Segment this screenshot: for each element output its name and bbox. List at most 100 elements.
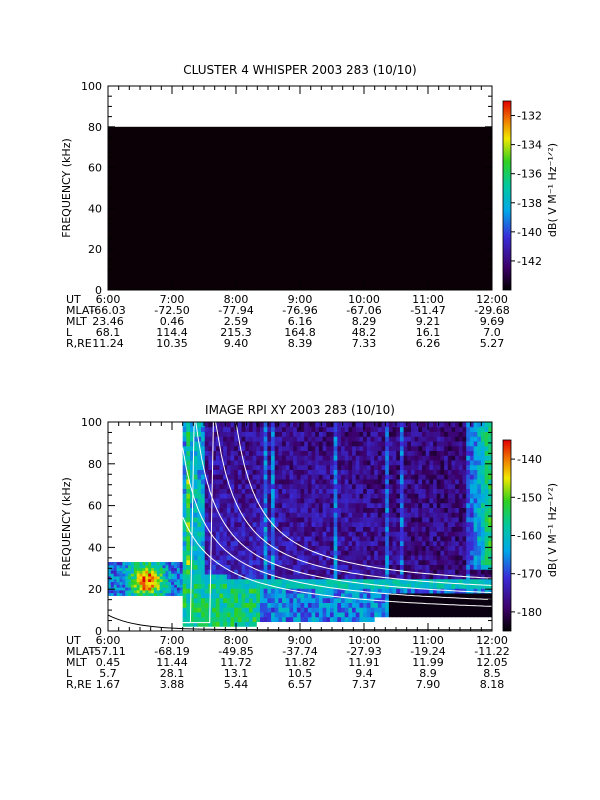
- spectrogram-cell: [348, 569, 353, 575]
- spectrogram-cell: [488, 540, 492, 546]
- spectrogram-cell: [418, 545, 423, 551]
- spectrogram-cell: [344, 502, 349, 508]
- spectrogram-cell: [377, 507, 383, 513]
- spectrogram-cell: [341, 469, 346, 475]
- spectrogram-cell: [370, 441, 375, 447]
- spectrogram-cell: [392, 602, 397, 608]
- spectrogram-cell: [168, 573, 172, 577]
- spectrogram-cell: [234, 607, 239, 613]
- spectrogram-cell: [425, 550, 430, 556]
- spectrogram-cell: [171, 584, 175, 588]
- spectrogram-cell: [260, 602, 265, 608]
- spectrogram-cell: [182, 426, 187, 432]
- spectrogram-cell: [385, 469, 390, 475]
- spectrogram-cell: [315, 531, 320, 537]
- spectrogram-cell: [418, 588, 423, 594]
- spectrogram-cell: [363, 540, 368, 546]
- spectrogram-cell: [396, 479, 401, 485]
- spectrogram-cell: [289, 555, 294, 561]
- spectrogram-cell: [407, 483, 412, 489]
- spectrogram-cell: [444, 507, 449, 513]
- spectrogram-cell: [260, 512, 265, 518]
- orbit-row-label: MLT: [66, 656, 87, 669]
- orbit-value: 11.44: [156, 656, 188, 669]
- spectrogram-cell: [447, 583, 452, 589]
- spectrogram-cell: [215, 460, 220, 466]
- spectrogram-cell: [108, 575, 112, 580]
- spectrogram-cell: [462, 550, 467, 556]
- spectrogram-cell: [256, 569, 261, 575]
- spectrogram-cell: [113, 581, 118, 585]
- spectrogram-cell: [326, 493, 331, 499]
- spectrogram-cell: [440, 441, 445, 447]
- spectrogram-cell: [355, 450, 360, 456]
- colorbar-tick-label: -140: [517, 226, 542, 239]
- spectrogram-cell: [307, 517, 313, 523]
- spectrogram-cell: [159, 578, 164, 583]
- spectrogram-cell: [407, 426, 412, 432]
- spectrogram-cell: [315, 521, 320, 527]
- spectrogram-cell: [201, 607, 206, 613]
- spectrogram-cell: [300, 607, 305, 613]
- spectrogram-cell: [165, 567, 169, 571]
- spectrogram-cell: [407, 488, 412, 494]
- spectrogram-cell: [304, 593, 309, 599]
- spectrogram-cell: [410, 474, 416, 480]
- spectrogram-cell: [139, 570, 143, 574]
- spectrogram-cell: [278, 583, 283, 589]
- spectrogram-cell: [248, 479, 254, 485]
- spectrogram-cell: [466, 464, 471, 470]
- spectrogram-cell: [407, 540, 412, 546]
- spectrogram-cell: [422, 583, 427, 589]
- spectrogram-cell: [110, 581, 115, 585]
- spectrogram-cell: [359, 536, 364, 542]
- spectrogram-cell: [407, 479, 412, 485]
- spectrogram-cell: [425, 540, 430, 546]
- spectrogram-cell: [399, 578, 405, 584]
- spectrogram-cell: [311, 498, 316, 504]
- spectrogram-cell: [455, 426, 460, 432]
- spectrogram-cell: [108, 562, 112, 566]
- spectrogram-cell: [241, 498, 246, 504]
- spectrogram-cell: [418, 564, 423, 570]
- spectrogram-cell: [396, 483, 401, 489]
- spectrogram-cell: [230, 488, 235, 494]
- spectrogram-cell: [300, 498, 305, 504]
- spectrogram-cell: [341, 555, 346, 561]
- spectrogram-cell: [444, 488, 449, 494]
- spectrogram-cell: [341, 431, 346, 437]
- spectrogram-cell: [186, 550, 191, 556]
- spectrogram-cell: [116, 564, 120, 569]
- spectrogram-cell: [399, 445, 405, 451]
- spectrogram-cell: [285, 526, 290, 532]
- spectrogram-cell: [462, 436, 467, 442]
- spectrogram-cell: [396, 507, 401, 513]
- spectrogram-cell: [215, 517, 220, 523]
- spectrogram-cell: [212, 540, 217, 546]
- spectrogram-cell: [282, 464, 287, 470]
- spectrogram-cell: [414, 597, 419, 603]
- spectrogram-cell: [370, 469, 375, 475]
- spectrogram-cell: [311, 512, 316, 518]
- spectrogram-cell: [370, 616, 375, 622]
- spectrogram-cell: [422, 460, 427, 466]
- spectrogram-cell: [282, 578, 287, 584]
- spectrogram-cell: [480, 426, 486, 432]
- spectrogram-cell: [130, 581, 135, 585]
- spectrogram-cell: [374, 474, 379, 480]
- spectrogram-cell: [447, 555, 452, 561]
- spectrogram-cell: [113, 584, 118, 588]
- spectrogram-cell: [201, 612, 206, 618]
- spectrogram-cell: [396, 460, 401, 466]
- spectrogram-cell: [285, 464, 290, 470]
- spectrogram-cell: [396, 422, 401, 428]
- spectrogram-cell: [370, 526, 375, 532]
- spectrogram-cell: [304, 564, 309, 570]
- spectrogram-cell: [267, 441, 272, 447]
- spectrogram-cell: [329, 426, 335, 432]
- spectrogram-cell: [197, 493, 202, 499]
- spectrogram-cell: [296, 531, 302, 537]
- spectrogram-cell: [344, 517, 349, 523]
- spectrogram-cell: [488, 531, 492, 537]
- spectrogram-cell: [219, 479, 224, 485]
